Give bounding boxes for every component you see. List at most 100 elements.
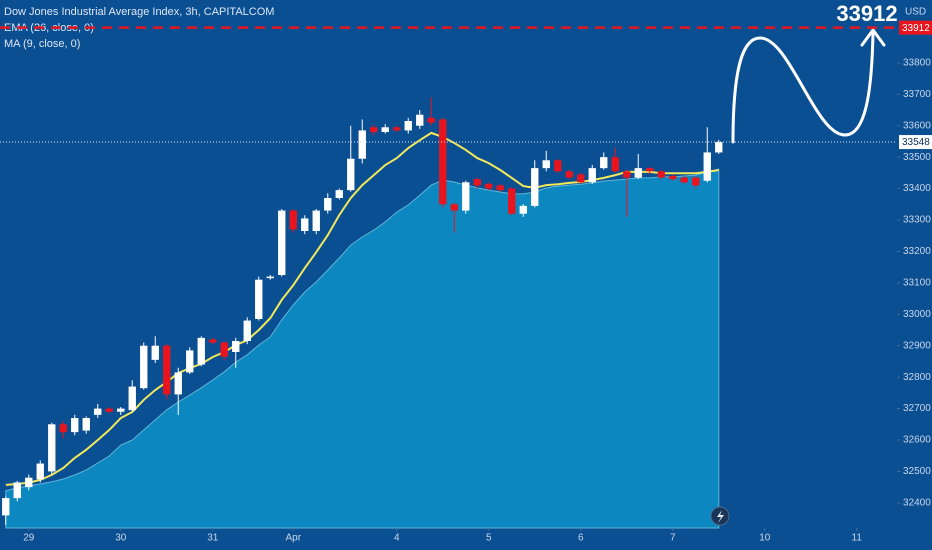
candle-body [358,130,366,159]
candle-body [623,171,631,178]
last-price-box [899,135,932,150]
candle-body [186,350,194,373]
last-price-label: 33548 [902,137,930,148]
candle-body [611,157,619,172]
y-tick-label: 33800 [903,57,931,68]
candle-body [94,408,102,415]
x-tick-label: Apr [285,533,301,544]
forecast-arrowhead [860,28,886,47]
candle-body [105,408,113,412]
candle-body [59,424,67,433]
ma-line [5,131,719,486]
candle-body [703,152,711,181]
candle-body [82,418,90,431]
x-tick-label: 30 [115,533,127,544]
chart-title: Dow Jones Industrial Average Index, 3h, … [4,6,274,18]
candle-body [2,498,10,516]
y-tick-label: 33100 [903,277,931,288]
candle-body [163,345,171,395]
candle-body [36,463,44,480]
candle-body [600,157,608,169]
candle-body [404,121,412,131]
candle-body [496,185,504,191]
y-tick-label: 32700 [903,403,931,414]
y-tick-label: 32800 [903,372,931,383]
candle-body [209,339,217,343]
currency-label: USD [905,7,926,18]
candle-body [347,158,355,191]
legend-entry: EMA (26, close, 0) [4,22,94,34]
x-tick-label: 4 [394,533,400,544]
candle-body [462,182,470,211]
x-tick-label: 31 [207,533,219,544]
candle-body [473,179,481,186]
y-tick-label: 33300 [903,215,931,226]
candle-body [301,218,309,231]
candle-body [289,210,297,230]
candle-body [140,345,148,389]
target-box [899,20,932,35]
candle-body [680,177,688,183]
y-tick-label: 32600 [903,435,931,446]
forecast-curve [731,31,875,144]
y-tick-label: 33200 [903,246,931,257]
candle-body [657,171,665,178]
x-tick-label: 7 [670,533,676,544]
candle-body [646,168,654,172]
candle-body [393,127,401,131]
target-annotation: 33912 [836,1,897,26]
candle-body [381,127,389,132]
y-tick-label: 33000 [903,309,931,320]
candle-body [577,174,585,183]
lightning-glyph [717,510,724,523]
candle-body [554,160,562,172]
candle-body [439,119,447,205]
candle-body [278,210,286,275]
candle-body [370,127,378,132]
plot-area [2,97,723,529]
x-tick-label: 6 [578,533,584,544]
candle-body [25,477,33,488]
target-price-label: 33912 [902,23,930,34]
candle-body [128,386,136,411]
candle-body [174,372,182,395]
candle-body [117,408,125,412]
x-tick-label: 29 [23,533,35,544]
y-tick-label: 33600 [903,120,931,131]
y-tick-label: 33400 [903,183,931,194]
candle-body [531,168,539,206]
candle-body [427,117,435,123]
candle-body [416,114,424,126]
candle-body [519,205,527,214]
candle-body [197,337,205,365]
candle-body [220,342,228,357]
candle-body [485,183,493,189]
candle-body [565,171,573,178]
candle-body [692,177,700,186]
candle-body [669,176,677,180]
x-tick-label: 11 [852,533,863,544]
candle-body [71,418,79,433]
candle-body [634,168,642,178]
candle-body [232,341,240,352]
candle-body [508,188,516,214]
y-tick-label: 32400 [903,497,931,508]
candle-body [266,276,274,279]
y-tick-label: 33500 [903,152,931,163]
candle-body [450,204,458,211]
candle-body [151,345,159,360]
y-tick-label: 32900 [903,340,931,351]
candle-body [13,482,21,499]
y-tick-label: 32500 [903,466,931,477]
candle-body [324,198,332,211]
x-tick-label: 10 [759,533,771,544]
candle-body [542,160,550,169]
candle-body [48,424,56,472]
candle-body [312,210,320,231]
candle-body [243,320,251,341]
candle-body [255,279,263,319]
ema-area [5,168,720,529]
legend-entry: MA (9, close, 0) [4,38,80,50]
